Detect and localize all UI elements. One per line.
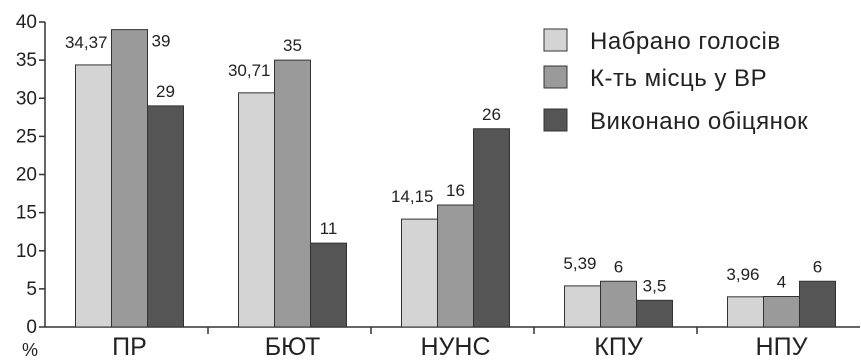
axes: 0 5 10 15 20 25 30 35 40% ПР БЮТ НУНС КПУ НПУ	[16, 12, 860, 360]
legend: Набрано голосів К-ть місць у ВР Виконано о…	[543, 28, 808, 135]
bar	[401, 218, 438, 328]
data-label: 3,96	[726, 265, 759, 284]
y-unit-label: %	[22, 340, 38, 360]
data-label: 39	[152, 32, 171, 51]
y-tick-label: 30	[16, 88, 37, 109]
x-tick-label: НПУ	[756, 333, 808, 360]
x-tick-label: БЮТ	[265, 333, 321, 360]
legend-swatch	[543, 28, 568, 52]
bars: 34,37 39 29 30,71 35 11 14,15 16 26 5,39 6 3,5 3,96 4…	[65, 29, 836, 328]
bar	[727, 296, 764, 328]
y-tick-label: 35	[16, 50, 37, 71]
data-label: 26	[482, 105, 501, 124]
bar	[600, 280, 637, 328]
y-tick-label: 25	[16, 126, 37, 147]
y-tick-label: 0	[26, 317, 37, 338]
legend-entry: Набрано голосів	[590, 28, 781, 55]
data-label: 6	[813, 257, 822, 276]
data-label: 34,37	[65, 33, 108, 52]
bar	[274, 59, 311, 328]
legend-swatch	[543, 65, 568, 89]
bar	[310, 242, 347, 328]
bar	[238, 92, 275, 328]
data-label: 5,39	[563, 254, 596, 273]
y-tick-label: 10	[16, 241, 37, 262]
data-label: 6	[614, 257, 623, 276]
y-tick-label: 5	[26, 279, 37, 300]
bar	[111, 29, 148, 328]
data-label: 11	[320, 219, 338, 238]
data-label: 35	[283, 36, 302, 55]
data-label: 30,71	[228, 61, 271, 80]
y-tick-label: 40	[16, 12, 37, 33]
data-label: 29	[156, 82, 175, 101]
bar	[799, 280, 836, 328]
data-label: 3,5	[643, 276, 667, 295]
bar	[75, 64, 112, 328]
x-tick-label: НУНС	[420, 333, 490, 360]
legend-entry: Виконано обіцянок	[590, 108, 808, 135]
data-label: 4	[777, 273, 786, 292]
x-tick-label: КПУ	[594, 333, 643, 360]
bar	[564, 285, 601, 328]
bar	[473, 128, 510, 328]
legend-swatch	[543, 108, 568, 132]
bar	[437, 204, 474, 328]
data-label: 16	[446, 181, 465, 200]
bar	[147, 105, 184, 328]
x-tick-label: ПР	[112, 333, 147, 360]
bar	[763, 296, 800, 328]
bar	[636, 299, 673, 328]
y-tick-label: 15	[16, 203, 37, 224]
legend-entry: К-ть місць у ВР	[590, 65, 767, 92]
data-label: 14,15	[391, 187, 434, 206]
y-tick-label: 20	[16, 165, 37, 186]
